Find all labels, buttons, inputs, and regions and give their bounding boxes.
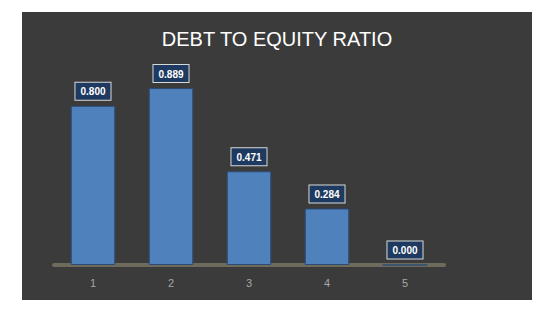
svg-text:0.471: 0.471	[236, 152, 261, 163]
svg-text:3: 3	[246, 277, 252, 289]
svg-text:DEBT TO EQUITY RATIO: DEBT TO EQUITY RATIO	[162, 28, 392, 50]
svg-text:0.000: 0.000	[392, 245, 417, 256]
svg-text:5: 5	[402, 277, 408, 289]
svg-text:1: 1	[90, 277, 96, 289]
svg-text:0.889: 0.889	[158, 69, 183, 80]
svg-text:2: 2	[168, 277, 174, 289]
svg-text:0.800: 0.800	[80, 86, 105, 97]
svg-text:4: 4	[324, 277, 330, 289]
svg-text:0.284: 0.284	[314, 189, 339, 200]
